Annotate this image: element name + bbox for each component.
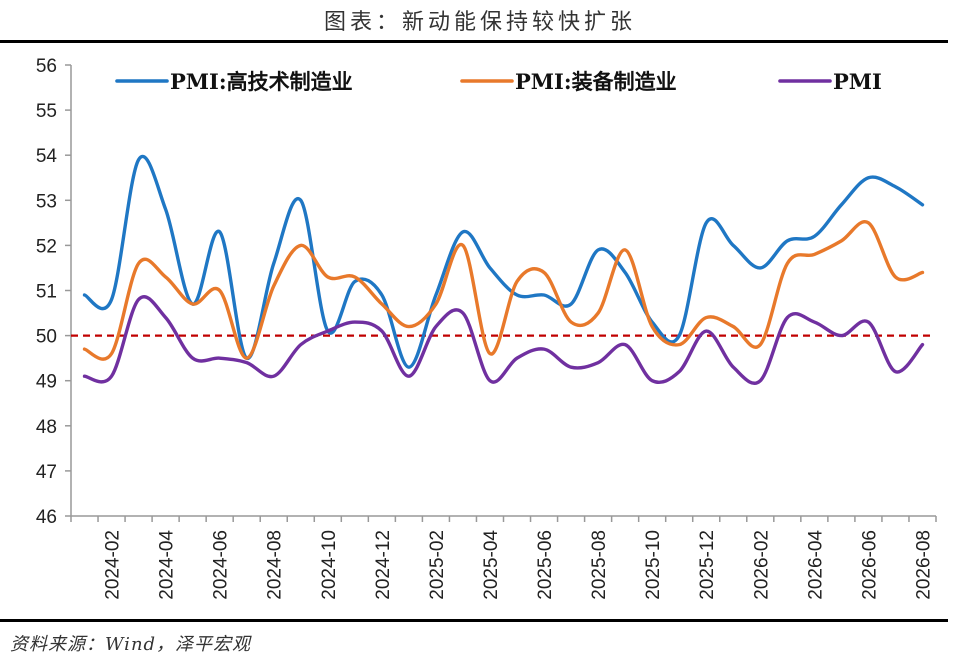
legend-label: PMI:装备制造业 — [515, 69, 677, 94]
source-note: 资料来源：Wind，泽平宏观 — [10, 634, 252, 655]
x-tick-label: 2026-06 — [859, 530, 880, 600]
x-tick-label: 2026-08 — [913, 530, 934, 600]
axes: 46 47 48 49 50 51 52 53 54 55 56 2024-02 2024-04 2024… — [36, 56, 937, 600]
y-tick-label: 47 — [36, 462, 57, 483]
x-tick-label: 2025-06 — [535, 530, 556, 600]
x-tick-label: 2024-10 — [319, 530, 340, 600]
x-tick-label: 2024-08 — [265, 530, 286, 600]
y-tick-label: 49 — [36, 372, 57, 393]
y-tick-label: 55 — [36, 101, 57, 122]
legend: PMI:高技术制造业 PMI:装备制造业 PMI — [115, 69, 882, 94]
series-line-hightech-pmi — [82, 155, 925, 369]
x-tick-label: 2025-08 — [589, 530, 610, 600]
x-tick-label: 2025-12 — [697, 530, 718, 600]
y-tick-label: 46 — [36, 507, 57, 528]
series-line-equipment-pmi — [82, 220, 925, 361]
x-tick-label: 2024-04 — [157, 530, 178, 600]
y-tick-label: 50 — [36, 327, 57, 348]
series-line-pmi — [82, 295, 925, 385]
legend-label: PMI:高技术制造业 — [170, 69, 353, 94]
bottom-rule — [0, 619, 948, 622]
y-tick-label: 48 — [36, 417, 57, 438]
y-tick-label: 52 — [36, 236, 57, 257]
y-tick-label: 54 — [36, 146, 58, 167]
top-rule — [0, 40, 948, 43]
y-tick-label: 53 — [36, 191, 57, 212]
x-tick-label: 2026-02 — [751, 530, 772, 600]
x-tick-label: 2026-04 — [805, 530, 826, 600]
legend-label: PMI — [833, 69, 882, 94]
x-tick-label: 2024-12 — [373, 530, 394, 600]
x-tick-label: 2025-04 — [481, 530, 502, 600]
y-tick-label: 51 — [36, 282, 57, 303]
series-layer — [82, 155, 925, 385]
x-tick-label: 2024-02 — [103, 530, 124, 600]
y-tick-label: 56 — [36, 56, 57, 77]
x-tick-label: 2025-10 — [643, 530, 664, 600]
x-tick-label: 2025-02 — [427, 530, 448, 600]
chart-title: 图表：新动能保持较快扩张 — [323, 10, 636, 35]
x-tick-label: 2024-06 — [211, 530, 232, 600]
